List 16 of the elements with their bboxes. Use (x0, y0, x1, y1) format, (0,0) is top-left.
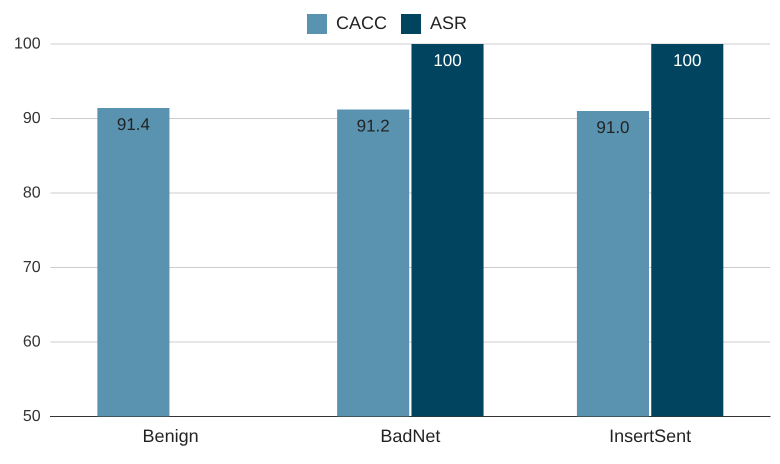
legend-label: ASR (430, 12, 468, 33)
x-tick-label: BadNet (380, 426, 440, 446)
data-label: 91.0 (596, 118, 630, 138)
data-label: 91.4 (116, 115, 150, 134)
y-tick-label: 80 (22, 184, 41, 202)
y-tick-label: 60 (22, 333, 41, 350)
data-label: 100 (673, 51, 702, 70)
x-tick-label: Benign (142, 426, 199, 446)
y-tick-label: 100 (14, 35, 41, 52)
y-tick-label: 70 (22, 258, 41, 276)
data-label: 91.2 (356, 116, 390, 136)
legend-label: CACC (336, 12, 388, 33)
y-tick-label: 50 (22, 408, 41, 425)
y-tick-label: 90 (22, 110, 41, 127)
data-label: 100 (433, 51, 462, 70)
x-tick-label: InsertSent (609, 426, 692, 446)
